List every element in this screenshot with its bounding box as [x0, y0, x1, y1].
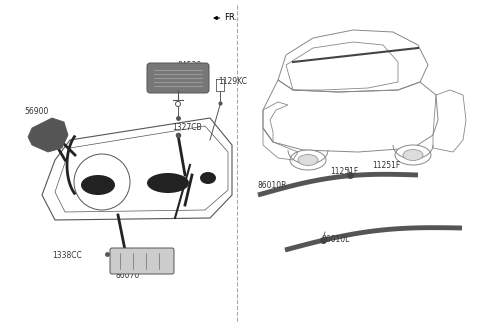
Ellipse shape	[147, 173, 189, 193]
Text: 84530: 84530	[178, 62, 202, 71]
Text: 11251F: 11251F	[372, 160, 400, 170]
Text: 1338CC: 1338CC	[52, 252, 82, 260]
Ellipse shape	[403, 150, 423, 160]
Ellipse shape	[395, 145, 431, 165]
Ellipse shape	[290, 150, 326, 170]
Text: 1327CB: 1327CB	[172, 124, 202, 133]
Ellipse shape	[81, 175, 115, 195]
Text: 11251F: 11251F	[330, 168, 358, 176]
Ellipse shape	[298, 154, 318, 166]
Text: 86070: 86070	[115, 271, 139, 279]
Text: 86010R: 86010R	[258, 180, 288, 190]
Text: 1129KC: 1129KC	[218, 77, 247, 87]
Ellipse shape	[200, 172, 216, 184]
FancyBboxPatch shape	[147, 63, 209, 93]
Text: 56900: 56900	[24, 108, 48, 116]
FancyBboxPatch shape	[110, 248, 174, 274]
Text: 86010L: 86010L	[322, 236, 350, 244]
Polygon shape	[28, 118, 68, 152]
Text: FR.: FR.	[224, 12, 237, 22]
Circle shape	[176, 101, 180, 107]
